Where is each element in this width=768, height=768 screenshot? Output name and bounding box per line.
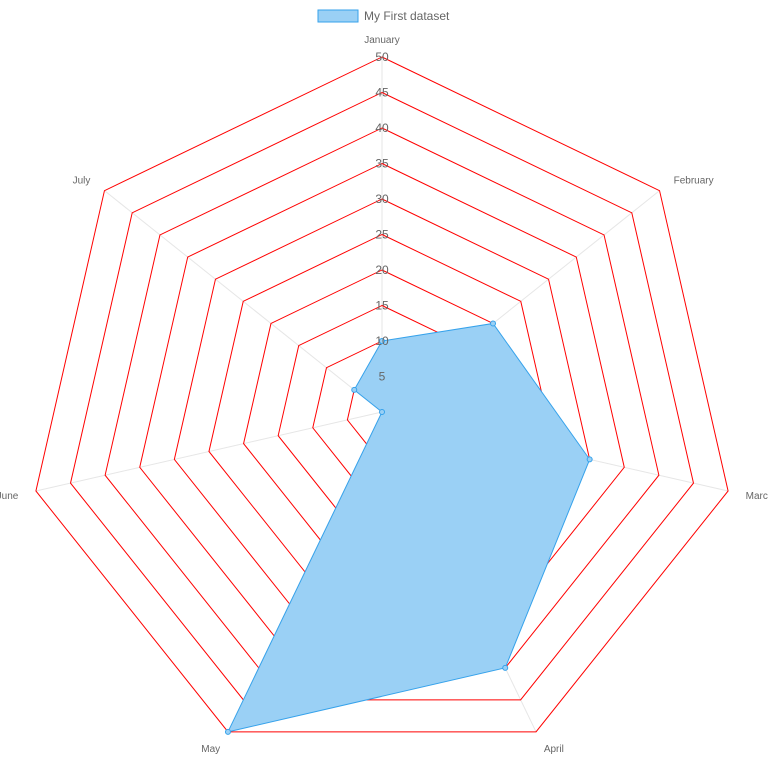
- data-point[interactable]: [586, 456, 593, 463]
- tick-label: 25: [375, 228, 389, 242]
- grid-ring: [69, 91, 695, 701]
- tick-label: 45: [375, 86, 389, 100]
- data-point[interactable]: [224, 728, 231, 735]
- data-point[interactable]: [351, 386, 358, 393]
- point-label: May: [201, 744, 220, 755]
- point-label: February: [674, 175, 714, 186]
- tick-label: 30: [375, 192, 389, 206]
- grid-ring: [35, 56, 729, 733]
- data-point[interactable]: [490, 320, 497, 327]
- tick-label: 15: [375, 299, 389, 313]
- tick-labels: 5 10 15 20 25 30 35 40 45 50: [375, 50, 389, 384]
- point-label: March: [746, 491, 768, 502]
- point-labels: January February March April May June July: [0, 35, 768, 755]
- data-points: [224, 320, 593, 735]
- point-label: July: [73, 175, 91, 186]
- tick-label: 35: [375, 157, 389, 171]
- point-label: January: [364, 35, 400, 46]
- data-point[interactable]: [502, 664, 509, 671]
- legend-swatch[interactable]: [317, 9, 359, 23]
- tick-label: 5: [379, 370, 386, 384]
- data-point[interactable]: [379, 409, 385, 415]
- dataset-polygon: [227, 322, 591, 733]
- tick-label: 10: [375, 334, 389, 348]
- legend-label[interactable]: My First dataset: [364, 9, 450, 23]
- point-label: June: [0, 491, 19, 502]
- dataset-area: [227, 322, 591, 733]
- point-label: April: [544, 744, 564, 755]
- tick-label: 40: [375, 121, 389, 135]
- data-point[interactable]: [379, 338, 385, 344]
- tick-label: 50: [375, 50, 389, 64]
- legend[interactable]: My First dataset: [317, 9, 450, 23]
- tick-label: 20: [375, 263, 389, 277]
